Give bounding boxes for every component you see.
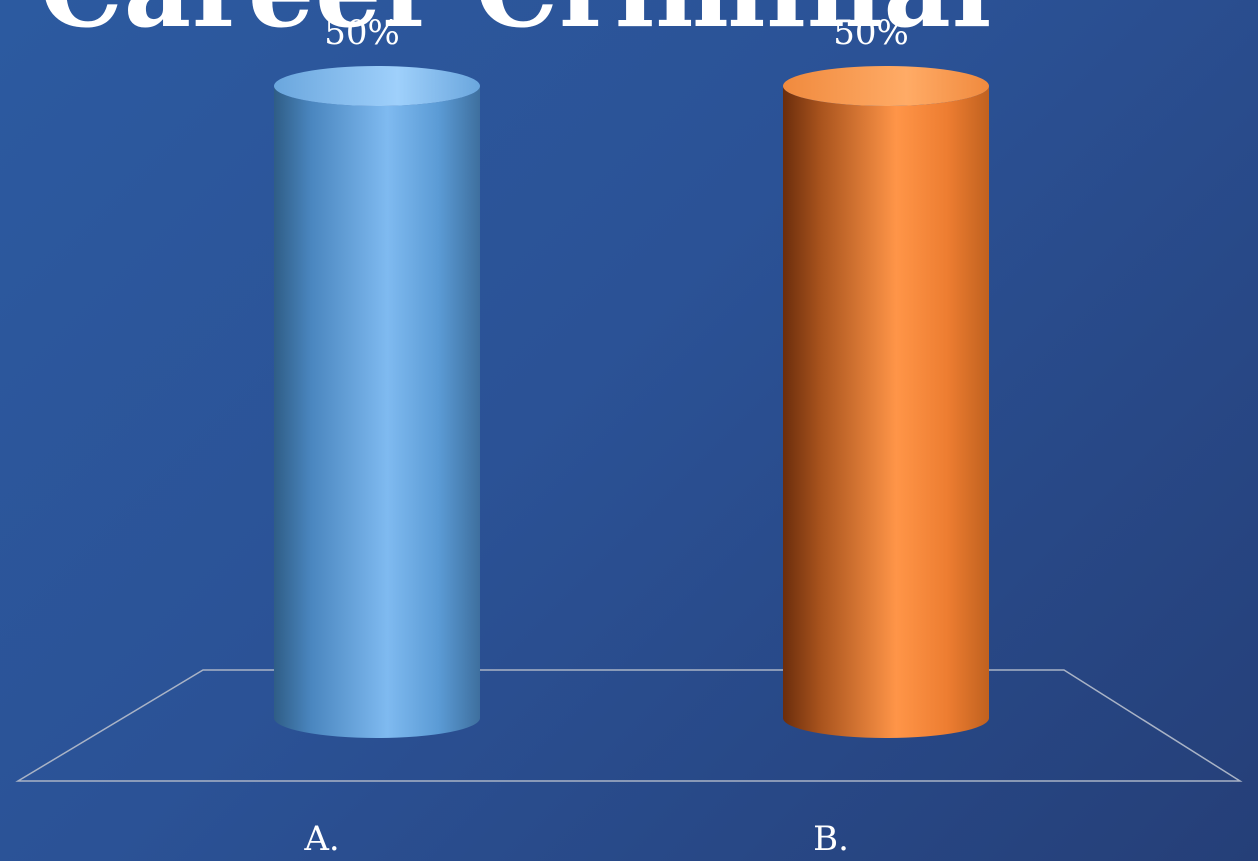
slide-title: Career Criminal [0,0,1258,42]
bar-b-data-label: 50% [833,13,909,53]
bar-b-top-cap [783,66,989,106]
bar-a-data-label: 50% [324,13,400,53]
bar-b-cylinder [783,86,989,738]
bar-a-category-label: A. [303,819,339,859]
bar-a-cylinder [274,86,480,738]
bar-a-top-cap [274,66,480,106]
bar-b-category-label: B. [813,819,849,859]
chart-floor [15,669,1243,782]
